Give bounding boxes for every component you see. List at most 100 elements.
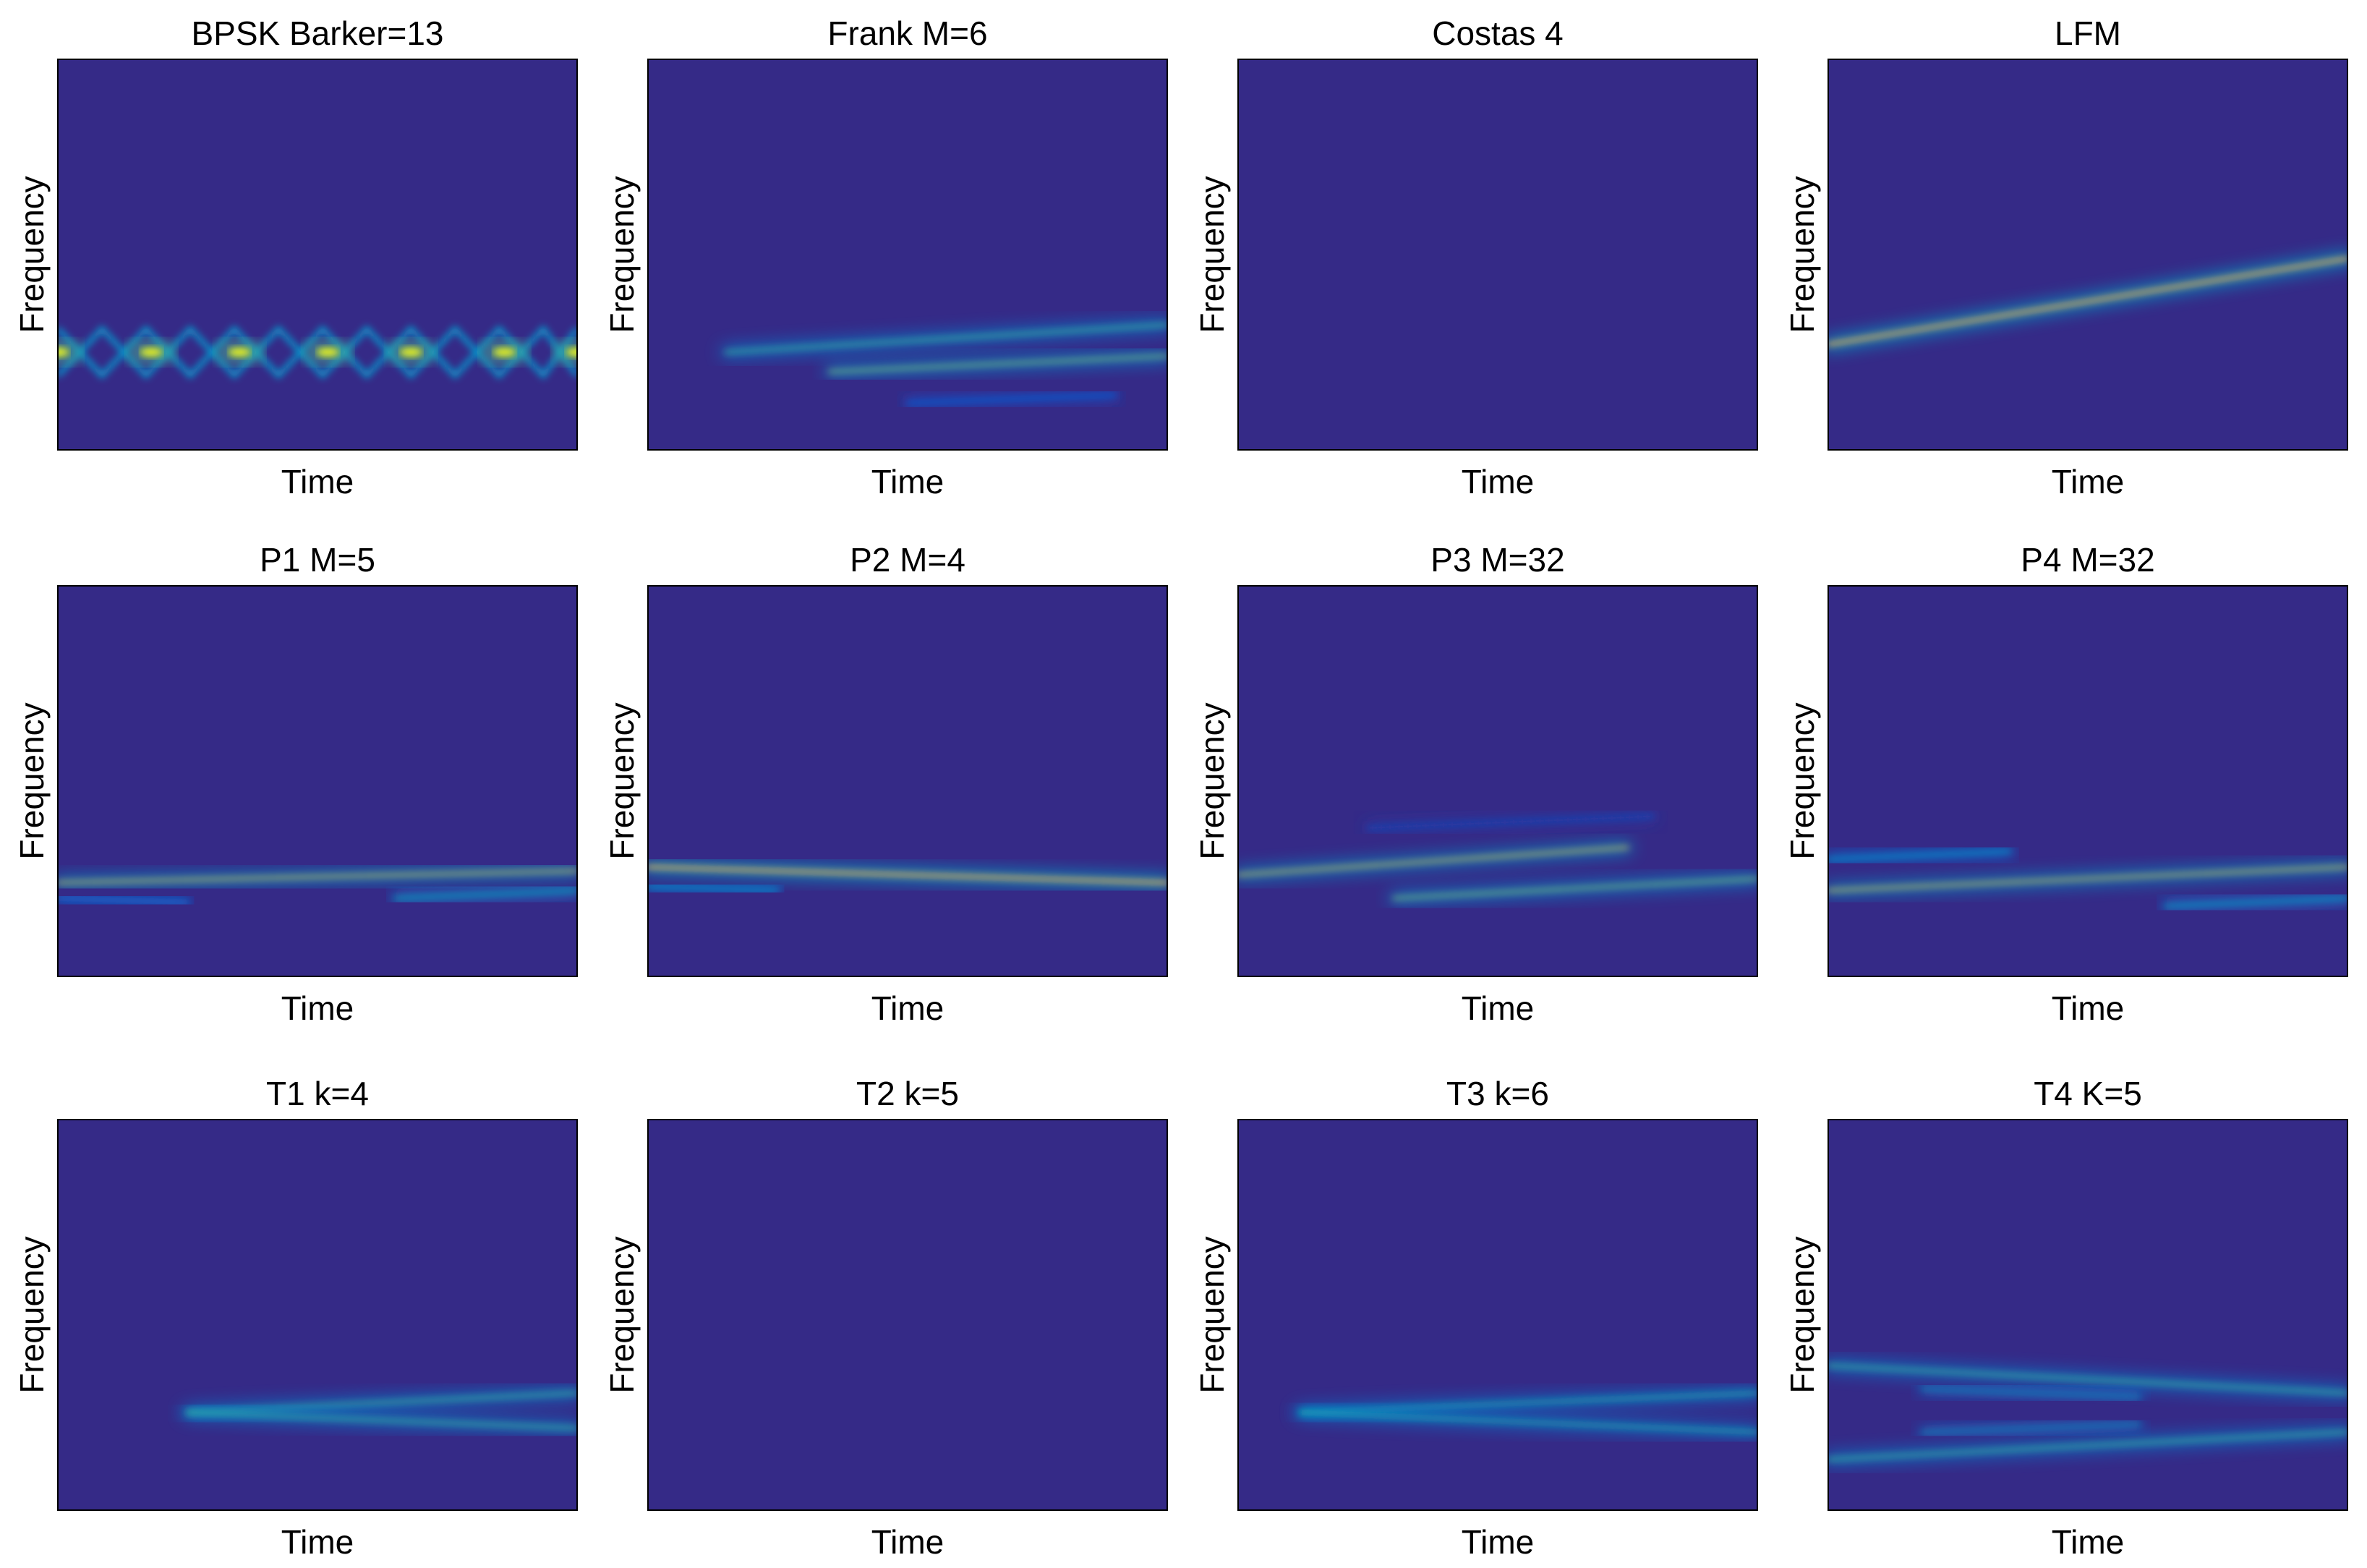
axes-border [647,1119,1168,1511]
x-axis-label: Time [2052,1523,2125,1561]
plot-area [1238,59,1757,450]
panel-5: P1 M=5 Time Frequency [13,541,578,1027]
panel-title: Frank M=6 [827,14,987,52]
ridge-layer [1238,1388,1757,1437]
panel-title: P2 M=4 [850,541,965,579]
ridge-line [724,323,1167,354]
ridge-line [1920,1387,2141,1399]
y-axis-label: Frequency [1193,176,1231,333]
ridge-layer [1828,846,2347,911]
plot-area [648,1120,1167,1510]
plot-area [58,59,577,450]
ridge-spot [228,348,252,357]
ridge-line [186,1391,577,1415]
panel-11: T3 k=6 Time Frequency [1193,1075,1758,1561]
panel-title: T1 k=4 [266,1075,369,1112]
panel-9: T1 k=4 Time Frequency [13,1075,578,1561]
ridge-spot [58,348,69,357]
plot-area [648,586,1167,976]
axes-border [1828,59,2348,451]
ridge-spot-halo [553,344,577,360]
ridge-layer [1238,812,1757,903]
y-axis-label: Frequency [1193,702,1231,859]
ridge-line [828,354,1167,374]
ridge-layer [58,858,577,908]
y-axis-label: Frequency [603,1236,641,1393]
panel-2: Frank M=6 Time Frequency [603,14,1168,500]
ridge-layer [648,320,1167,409]
ridge-line [1828,850,2012,861]
ridge-layer [648,858,1167,896]
panel-title: Costas 4 [1432,14,1564,52]
axes-border [57,585,578,977]
ridge-line [1392,877,1757,900]
axes-border [647,59,1168,451]
panel-3: Costas 4 Time Frequency [1193,14,1758,500]
x-axis-label: Time [2052,463,2125,500]
x-axis-label: Time [871,463,944,500]
x-axis-label: Time [871,1523,944,1561]
ridge-line [186,1410,577,1430]
ridge-zigzag [58,325,577,380]
panel-title: LFM [2055,14,2121,52]
ridge-layer [58,325,577,380]
ridge-line [1828,1364,2347,1395]
x-axis-label: Time [2052,989,2125,1027]
plot-area [1828,59,2347,450]
panel-6: P2 M=4 Time Frequency [603,541,1168,1027]
panel-title: P3 M=32 [1430,541,1564,579]
plot-area [58,586,577,976]
ridge-zigzag [58,325,577,380]
panel-10: T2 k=5 Time Frequency [603,1075,1168,1561]
axes-border [57,59,578,451]
panel-7: P3 M=32 Time Frequency [1193,541,1758,1027]
panel-4: LFM Time Frequency [1783,14,2348,500]
panel-title: P1 M=5 [260,541,375,579]
plot-area [1238,586,1757,976]
x-axis-label: Time [1462,1523,1535,1561]
ridge-line [1828,1430,2347,1461]
plot-area [648,59,1167,450]
ridge-line [58,869,577,885]
ridge-line [1828,865,2347,892]
y-axis-label: Frequency [13,1236,51,1393]
ridge-line [1828,256,2347,346]
axes-border [1828,585,2348,977]
y-axis-label: Frequency [13,702,51,859]
ridge-line [2164,896,2347,908]
ridge-spot [566,348,577,357]
y-axis-label: Frequency [1783,702,1821,859]
y-axis-label: Frequency [1783,1236,1821,1393]
ridge-layer [58,1388,577,1433]
panel-title: BPSK Barker=13 [191,14,443,52]
axes-border [647,585,1168,977]
panel-12: T4 K=5 Time Frequency [1783,1075,2348,1561]
y-axis-label: Frequency [13,176,51,333]
y-axis-label: Frequency [1783,176,1821,333]
panel-1: BPSK Barker=13 Time Frequency [13,14,578,500]
ridge-line [905,393,1117,405]
ridge-spot [316,348,340,357]
axes-border [1237,585,1758,977]
ridge-layer [648,1392,1167,1430]
y-axis-label: Frequency [603,702,641,859]
plot-area [58,1120,577,1510]
ridge-spot [399,348,423,357]
ridge-line [1366,814,1655,830]
ridge-line [58,896,189,904]
axes-border [1237,1119,1758,1511]
plot-area [1828,586,2347,976]
panel-title: P4 M=32 [2021,541,2154,579]
x-axis-label: Time [281,989,354,1027]
ridge-line [1238,845,1629,877]
ridge-spot [492,348,516,357]
axes-border [57,1119,578,1511]
panel-title: T3 k=6 [1446,1075,1549,1112]
ridge-layer [1828,252,2347,351]
ridge-spot-halo [58,344,82,360]
plot-area [1238,1120,1757,1510]
panel-title: T2 k=5 [856,1075,959,1112]
x-axis-label: Time [281,1523,354,1561]
axes-border [1237,59,1758,451]
y-axis-label: Frequency [1193,1236,1231,1393]
